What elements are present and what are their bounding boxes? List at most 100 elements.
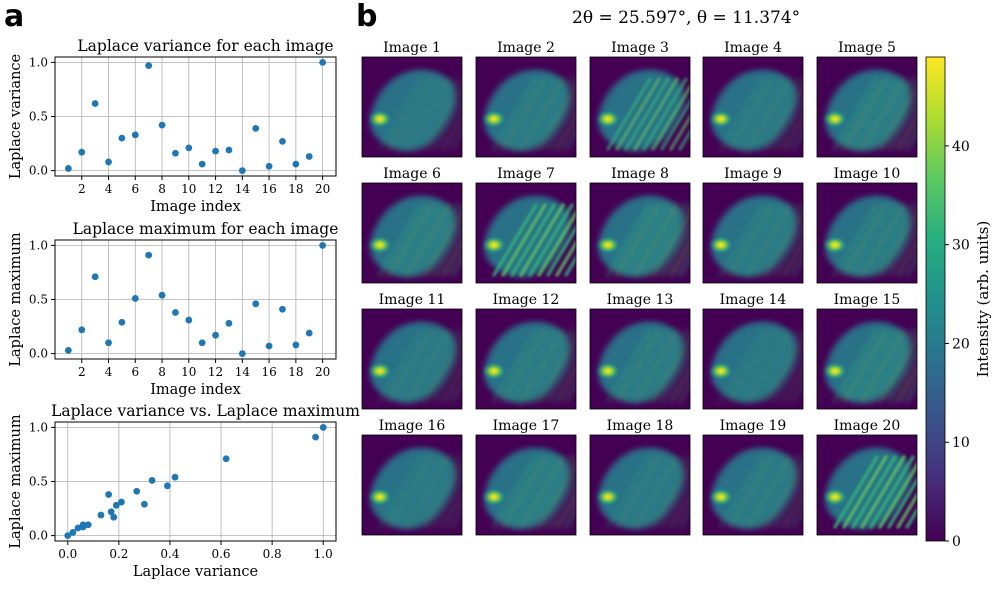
diffraction-image: Image 12 (475, 292, 577, 410)
bright-spot (368, 110, 392, 128)
streak (746, 455, 792, 529)
streak (546, 477, 576, 529)
x-tick-label: 6 (131, 182, 139, 196)
x-tick-label: 2 (78, 365, 86, 379)
plot-title: Laplace maximum for each image (73, 220, 339, 238)
data-point (212, 331, 219, 339)
streak (606, 455, 652, 529)
streak (378, 455, 424, 529)
streak (378, 77, 424, 151)
streak (624, 455, 670, 529)
x-tick-label: 0.0 (58, 547, 77, 561)
streak (432, 351, 462, 403)
diffraction-image: Image 14 (702, 292, 804, 410)
streak (492, 329, 538, 403)
data-point (64, 532, 72, 539)
streak-pattern (606, 203, 690, 277)
streak (651, 462, 690, 529)
streak (423, 336, 462, 403)
streak (851, 455, 897, 529)
image-label: Image 13 (607, 292, 674, 308)
image-label: Image 5 (838, 40, 896, 56)
streak (492, 77, 538, 151)
colorbar-tick-label: 10 (952, 435, 970, 451)
streak (606, 329, 652, 403)
streak (423, 210, 462, 277)
data-point (279, 305, 286, 313)
data-point (171, 473, 179, 481)
streak (564, 507, 576, 529)
diffraction-image: Image 11 (361, 292, 463, 410)
streak (414, 329, 460, 403)
streak (860, 203, 906, 277)
streak (564, 381, 576, 403)
streak (905, 255, 917, 277)
streak (423, 84, 462, 151)
image-frame (816, 434, 918, 536)
streak (669, 492, 690, 529)
streak (450, 507, 462, 529)
streak (624, 203, 670, 277)
data-point (141, 500, 148, 508)
x-tick-label: 14 (235, 182, 251, 196)
data-point (225, 319, 233, 327)
streak (737, 455, 783, 529)
x-tick-label: 20 (315, 182, 330, 196)
streak (737, 329, 783, 403)
x-tick-label: 12 (208, 182, 223, 196)
streak (432, 99, 462, 151)
streak (564, 255, 576, 277)
streak-pattern (719, 203, 803, 277)
streak (746, 77, 792, 151)
image-label: Image 18 (607, 418, 674, 434)
streak (414, 203, 460, 277)
streak (501, 455, 547, 529)
streak (842, 203, 888, 277)
diffraction-image: Image 4 (702, 40, 804, 158)
image-label: Image 1 (383, 40, 441, 56)
x-axis-label: Image index (150, 199, 241, 215)
data-point (64, 165, 72, 172)
data-point (319, 424, 327, 431)
data-point (105, 339, 112, 347)
streak (528, 329, 574, 403)
streak (851, 77, 897, 151)
streak (510, 329, 556, 403)
data-point (252, 300, 260, 308)
data-point (112, 501, 120, 509)
bright-spot (482, 236, 506, 254)
data-point (158, 291, 166, 299)
x-tick-label: 18 (288, 182, 303, 196)
streak (441, 240, 462, 277)
x-tick-label: 16 (261, 365, 276, 379)
streak-pattern (833, 329, 917, 403)
streak (851, 203, 897, 277)
streak (842, 329, 888, 403)
streak (791, 129, 803, 151)
image-frame (816, 182, 918, 284)
streak (528, 455, 574, 529)
streak (887, 477, 917, 529)
streak-pattern (378, 455, 462, 529)
streak (782, 240, 803, 277)
streak (423, 462, 462, 529)
y-tick-label: 0.5 (29, 293, 48, 307)
y-tick-label: 1.0 (29, 420, 48, 434)
bright-spot (709, 236, 733, 254)
data-point (148, 477, 156, 484)
scatter-plot-1: 2 4 6 8 10 12 14 16 18 20 0.0 0.5 1.0 Laplace varianc… (8, 37, 337, 215)
diffraction-image: Image 2 (475, 40, 577, 158)
streak (378, 203, 424, 277)
image-frame (475, 182, 577, 284)
streak (537, 462, 576, 529)
data-point (131, 131, 139, 139)
image-label: Image 3 (611, 40, 669, 56)
streak (396, 77, 442, 151)
data-point (265, 342, 273, 350)
streak (528, 203, 574, 277)
streak (405, 329, 451, 403)
data-point (185, 144, 193, 152)
streak (642, 455, 688, 529)
data-point (238, 350, 246, 357)
streak (887, 351, 917, 403)
